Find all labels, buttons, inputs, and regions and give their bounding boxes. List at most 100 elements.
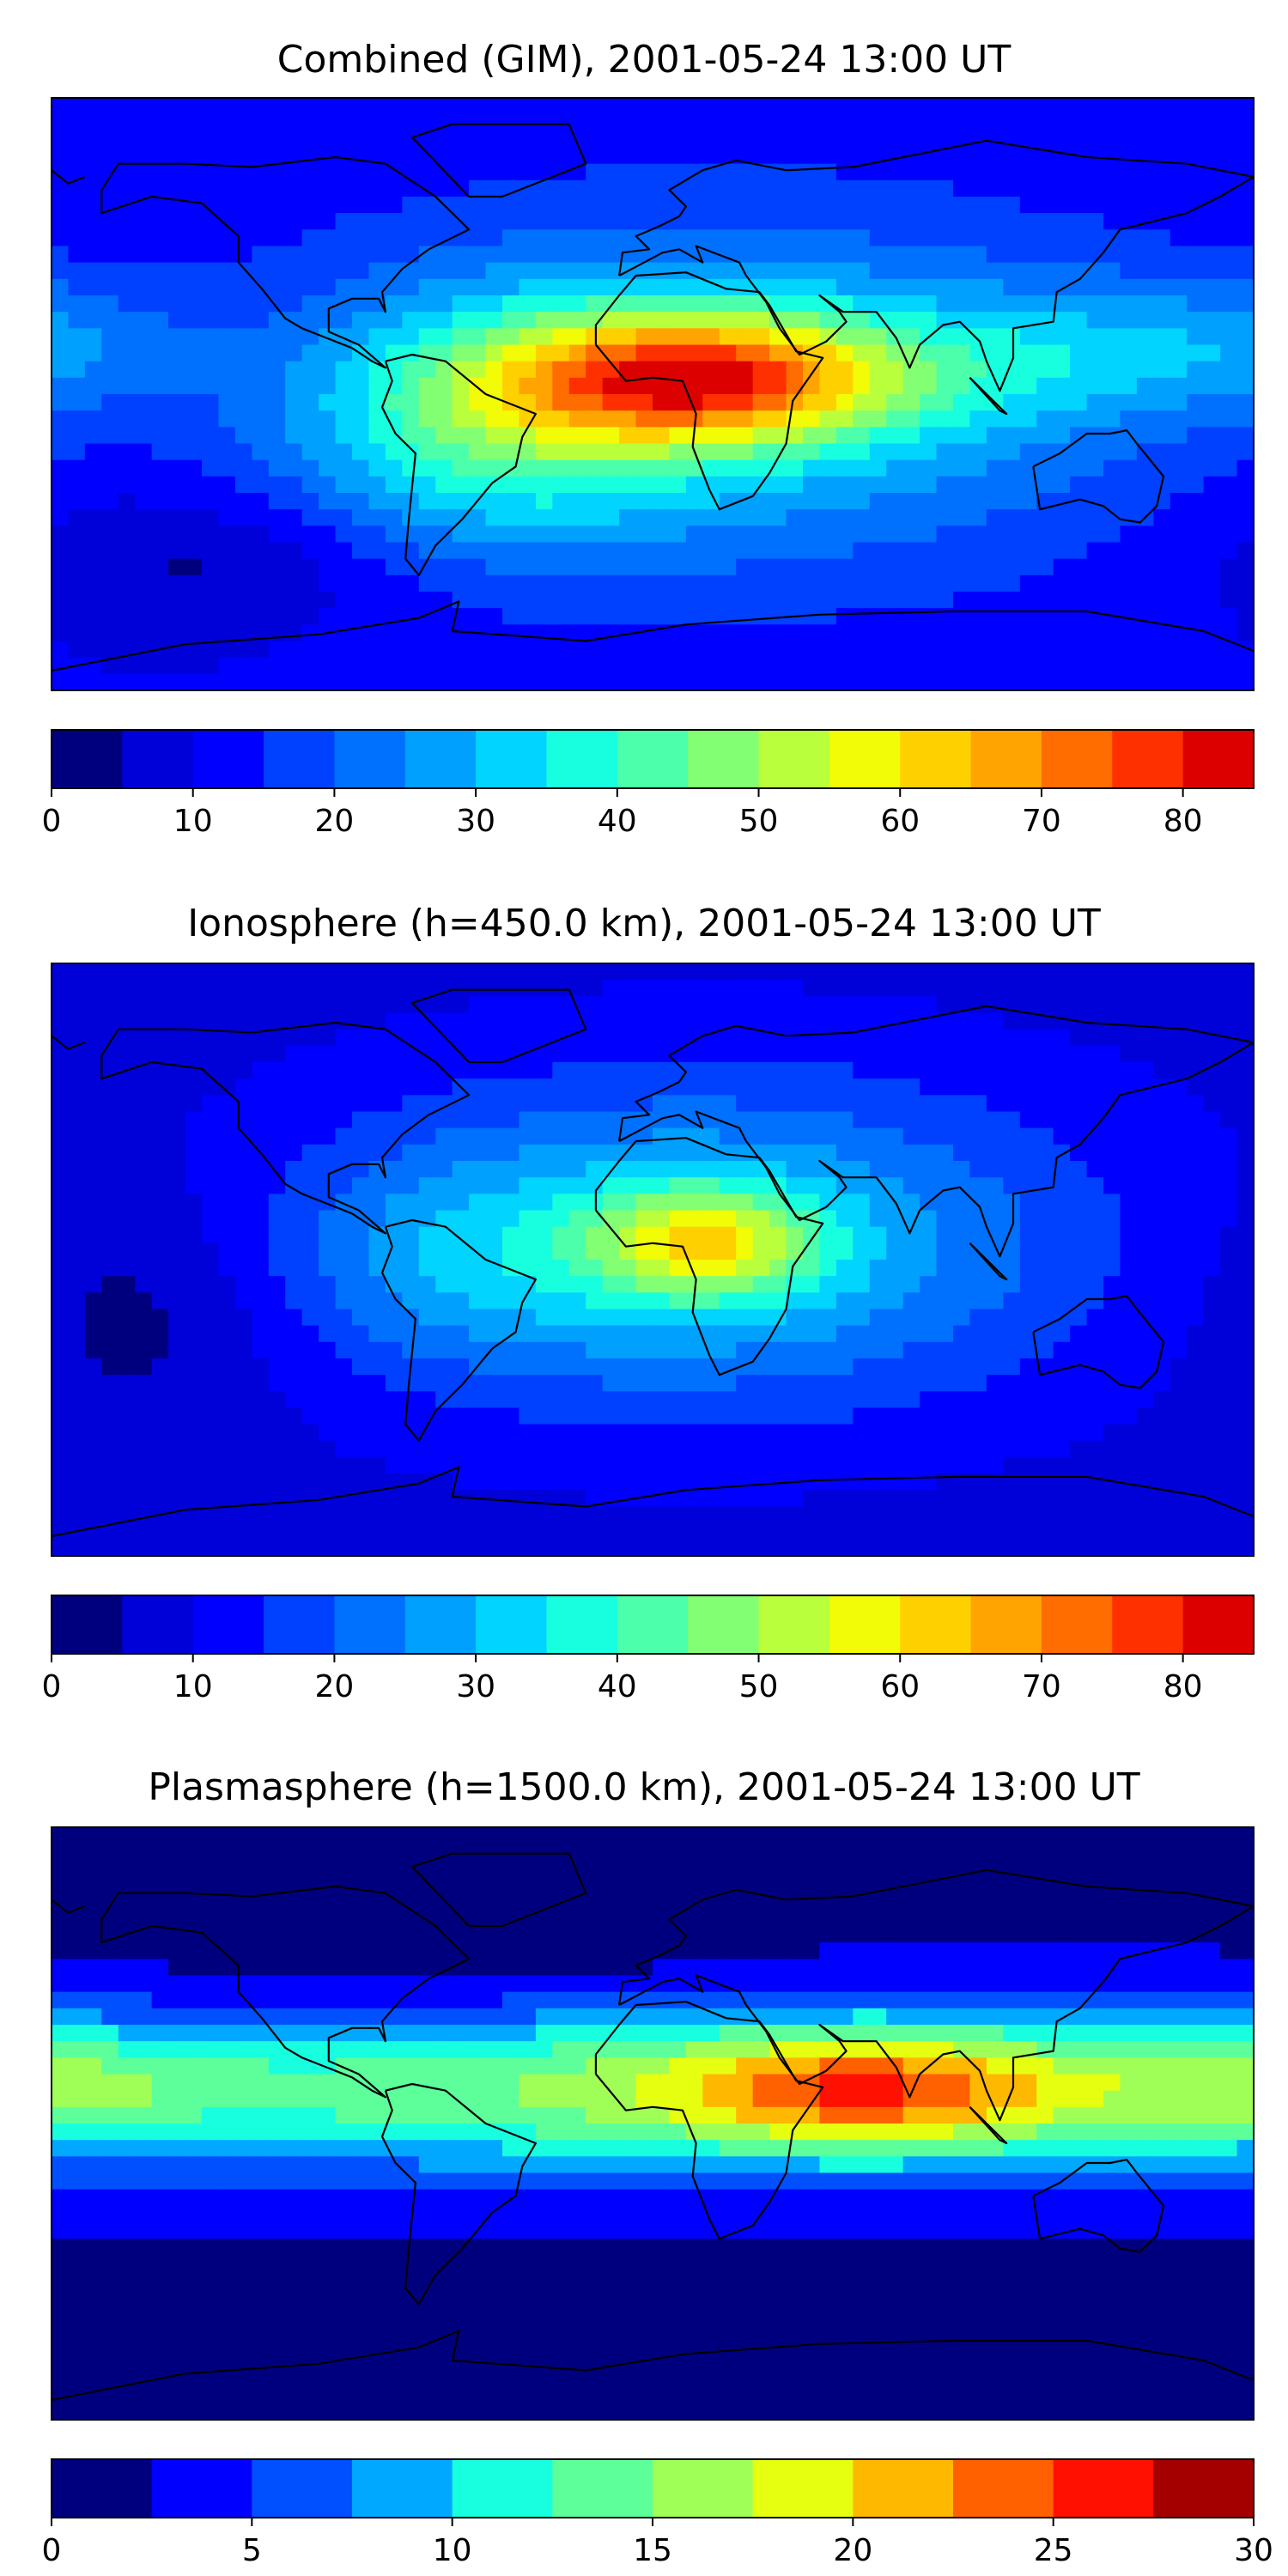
field-cell	[1170, 410, 1188, 428]
field-cell	[368, 1490, 386, 1508]
field-cell	[1103, 476, 1121, 494]
field-cell	[84, 295, 102, 313]
field-cell	[418, 229, 436, 247]
field-cell	[202, 592, 220, 609]
field-cell	[752, 1095, 770, 1113]
field-cell	[485, 1242, 503, 1261]
field-cell	[368, 147, 386, 165]
field-cell	[1103, 278, 1121, 296]
field-cell	[635, 459, 653, 477]
field-cell	[602, 1490, 620, 1508]
field-cell	[719, 394, 737, 411]
field-cell	[402, 608, 420, 625]
field-cell	[402, 509, 420, 526]
field-cell	[736, 574, 754, 592]
field-cell	[385, 1161, 403, 1178]
field-cell	[485, 147, 503, 165]
field-cell	[285, 1358, 303, 1376]
field-cell	[1086, 312, 1104, 329]
field-cell	[1003, 1045, 1021, 1063]
field-cell	[319, 1078, 337, 1096]
field-cell	[1003, 1325, 1021, 1343]
field-cell	[402, 1127, 420, 1145]
field-cell	[669, 542, 687, 560]
field-cell	[252, 1045, 270, 1063]
field-cell	[552, 673, 570, 690]
field-cell	[752, 608, 770, 625]
field-cell	[1170, 641, 1188, 659]
field-cell	[435, 410, 453, 428]
field-cell	[752, 262, 770, 280]
field-cell	[736, 624, 754, 642]
field-cell	[469, 1095, 487, 1113]
field-cell	[936, 592, 954, 609]
field-cell	[118, 427, 136, 445]
field-cell	[101, 1144, 119, 1162]
field-cell	[736, 1473, 754, 1491]
field-cell	[319, 1210, 337, 1228]
field-cell	[352, 1440, 370, 1458]
field-cell	[752, 592, 770, 609]
field-cell	[1003, 246, 1021, 264]
field-cell	[835, 361, 854, 379]
field-cell	[869, 1078, 887, 1096]
field-cell	[1187, 1194, 1205, 1212]
field-cell	[268, 1407, 286, 1425]
field-cell	[1236, 1095, 1254, 1113]
field-cell	[602, 996, 620, 1014]
field-cell	[234, 996, 252, 1014]
colorbar-tick-label: 10	[173, 804, 213, 839]
field-cell	[752, 1127, 770, 1145]
field-cell	[1036, 1341, 1054, 1359]
field-cell	[953, 657, 971, 675]
field-cell	[202, 1194, 220, 1212]
field-cell	[1053, 1407, 1071, 1425]
field-cell	[902, 1457, 920, 1474]
field-cell	[986, 493, 1004, 510]
field-cell	[1236, 1391, 1254, 1409]
field-cell	[1019, 592, 1037, 609]
field-cell	[886, 1127, 904, 1145]
field-cell	[653, 443, 671, 461]
field-cell	[234, 1062, 252, 1079]
field-cell	[218, 1127, 236, 1145]
field-cell	[285, 1341, 303, 1359]
field-cell	[168, 98, 186, 115]
field-cell	[1187, 673, 1205, 690]
field-cell	[1120, 394, 1138, 411]
field-cell	[352, 996, 370, 1014]
field-cell	[1086, 1012, 1104, 1030]
field-cell	[502, 1012, 520, 1030]
field-cell	[101, 963, 119, 981]
field-cell	[669, 1194, 687, 1212]
field-cell	[385, 131, 403, 149]
field-cell	[1203, 361, 1221, 379]
field-cell	[602, 427, 620, 445]
field-cell	[869, 344, 887, 362]
field-cell	[535, 1292, 553, 1310]
field-cell	[252, 1358, 270, 1376]
field-cell	[285, 427, 303, 445]
field-cell	[803, 963, 821, 981]
field-cell	[1103, 657, 1121, 675]
field-cell	[1170, 1127, 1188, 1145]
field-cell	[1187, 394, 1205, 411]
field-cell	[352, 163, 370, 181]
field-cell	[936, 1341, 954, 1359]
coastline	[52, 600, 1254, 672]
field-cell	[252, 344, 270, 362]
field-cell	[552, 1309, 570, 1327]
field-cell	[902, 197, 920, 214]
field-cell	[1187, 1078, 1205, 1096]
field-cell	[151, 459, 169, 477]
field-cell	[719, 1325, 737, 1343]
field-cell	[803, 1325, 821, 1343]
field-cell	[402, 1473, 420, 1491]
field-cell	[151, 1177, 169, 1194]
field-cell	[185, 558, 203, 576]
field-cell	[568, 608, 586, 625]
field-cell	[1236, 963, 1254, 981]
field-cell	[602, 147, 620, 165]
field-cell	[1053, 1012, 1071, 1030]
field-cell	[1103, 262, 1121, 280]
